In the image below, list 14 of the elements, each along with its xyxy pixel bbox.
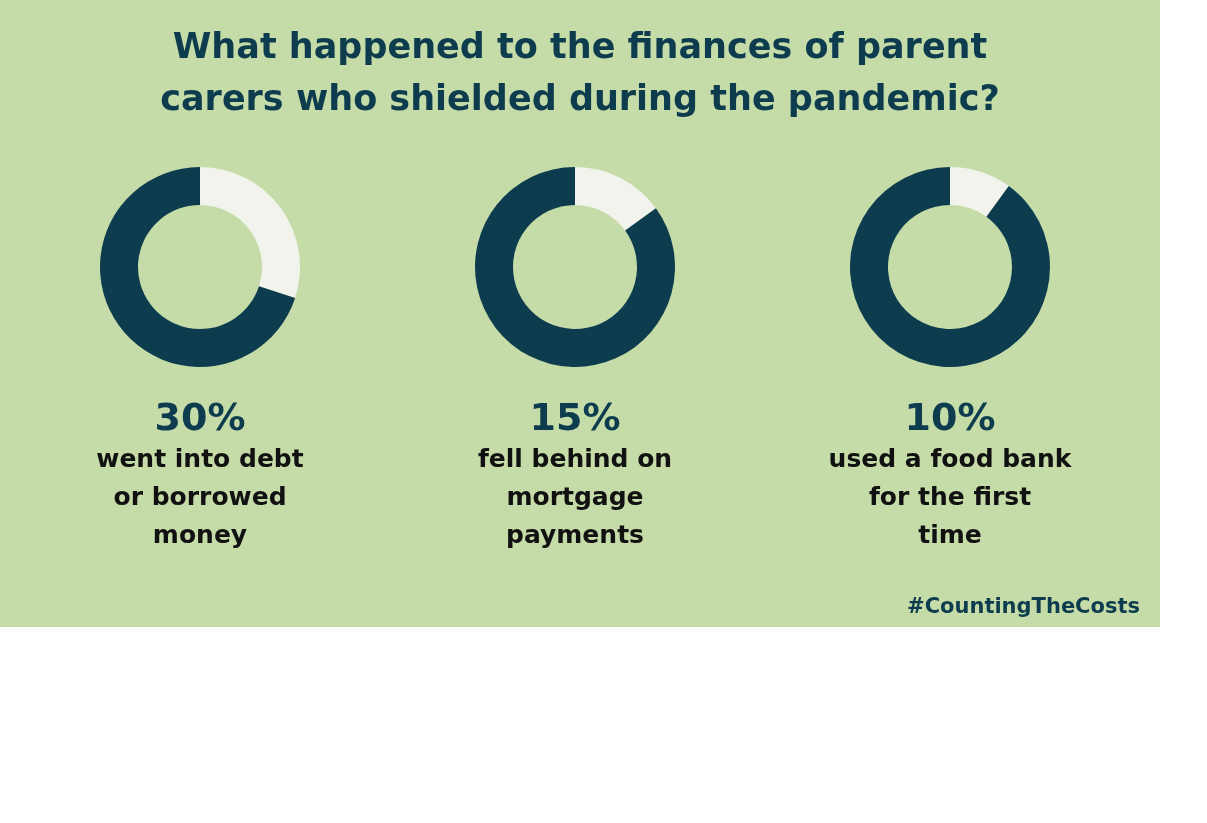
donut-slice — [575, 167, 656, 231]
text: went into debt or borrowed money — [96, 444, 304, 549]
text: What happened to the finances of parent carers who shielded during the pandemic? — [160, 26, 1000, 118]
text: used a food bank for the first time — [828, 444, 1073, 549]
donut-slice — [200, 167, 300, 298]
donut-slice — [850, 167, 1050, 367]
donut-slice — [475, 167, 675, 367]
donut-slice — [950, 167, 1009, 217]
text: 15% — [529, 395, 621, 439]
text: 10% — [904, 395, 996, 439]
text: fell behind on mortgage payments — [477, 444, 673, 549]
donut-slice — [100, 167, 296, 367]
text: 30% — [154, 395, 246, 439]
text: #CountingTheCosts — [907, 594, 1140, 618]
